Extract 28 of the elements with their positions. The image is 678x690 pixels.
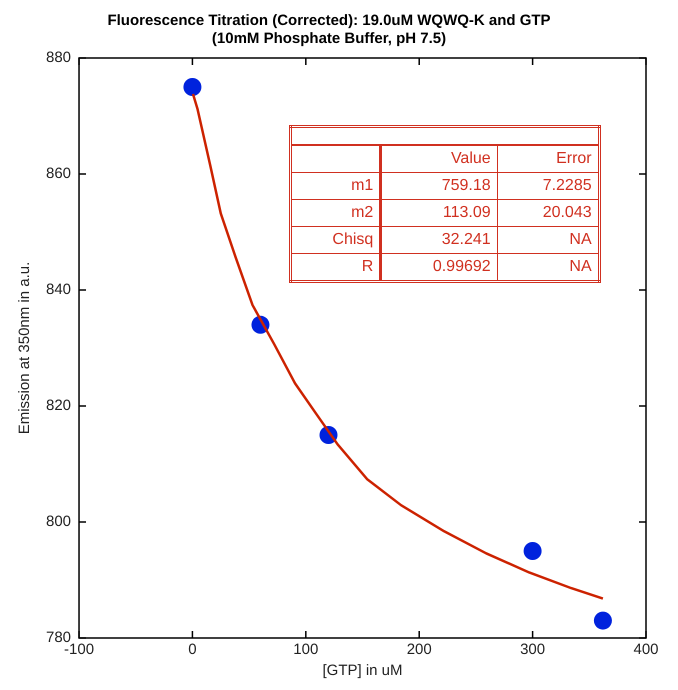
annotation: NA — [497, 253, 600, 282]
y-tick-label: 820 — [46, 397, 72, 414]
annotation: 0.99692 — [380, 253, 498, 282]
x-tick-label: 0 — [188, 641, 197, 658]
annotation: R — [290, 253, 381, 282]
x-tick-label: 100 — [293, 641, 318, 658]
x-tick-label: 300 — [520, 641, 546, 658]
y-axis-title: Emission at 350nm in a.u. — [16, 262, 34, 434]
annotation: Chisq — [290, 226, 381, 254]
annotation: NA — [497, 226, 600, 254]
annotation: m2 — [290, 199, 381, 226]
y-tick-label: 880 — [46, 49, 72, 66]
x-tick-label: 200 — [406, 641, 432, 658]
annotation: 7.2285 — [497, 172, 600, 200]
x-tick-label: 400 — [633, 641, 659, 658]
annotation: Error — [497, 144, 600, 172]
annotation: 113.09 — [380, 199, 498, 226]
annotation: 20.043 — [497, 199, 600, 226]
annotation: 759.18 — [380, 172, 498, 200]
annotation: Value — [380, 144, 498, 172]
chart-subtitle: (10mM Phosphate Buffer, pH 7.5) — [212, 30, 446, 48]
annotation: m1 — [290, 172, 381, 200]
annotation: 32.241 — [380, 226, 498, 254]
x-axis-title: [GTP] in uM — [322, 662, 403, 680]
y-tick-label: 800 — [46, 513, 72, 530]
y-tick-label: 860 — [46, 165, 72, 182]
y-tick-label: 840 — [46, 281, 72, 298]
chart-title: Fluorescence Titration (Corrected): 19.0uM WQWQ-K and GTP — [107, 12, 551, 30]
